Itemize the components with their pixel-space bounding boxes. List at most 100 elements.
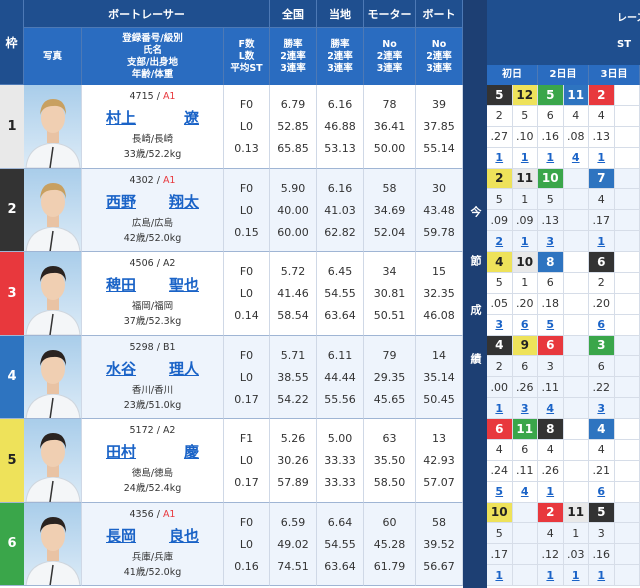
racer-name-first[interactable]: 理人: [168, 359, 199, 378]
stats-local: 6.45 54.55 63.64: [317, 252, 364, 336]
racer-profile: 4506 / A2 稗田 聖也 福岡/福岡 37歳/52.3kg: [82, 252, 224, 336]
stat-value: F0: [239, 181, 254, 195]
branch-hometown: 広島/広島: [131, 217, 174, 229]
result-rank-link[interactable]: 1: [546, 151, 555, 165]
racer-name-link[interactable]: 田村 慶: [106, 441, 199, 462]
racer-name-last[interactable]: 村上: [106, 109, 137, 127]
registration-class: 4715 / A1: [129, 91, 176, 102]
stat-value: 55.14: [423, 142, 455, 155]
stat-value: F0: [239, 515, 254, 529]
result-rank-link[interactable]: 1: [520, 234, 529, 248]
stat-value: 29.35: [373, 370, 406, 384]
empty-result-cell: [563, 314, 589, 336]
racer-photo[interactable]: [24, 419, 82, 503]
racer-name-first[interactable]: 翔太: [168, 192, 199, 211]
result-rank-link[interactable]: 1: [571, 568, 580, 582]
stat-value: 0.15: [234, 225, 259, 239]
racer-name-first[interactable]: 聖也: [168, 276, 199, 294]
registration-number: 4715: [129, 91, 154, 102]
racer-photo[interactable]: [24, 502, 82, 586]
stat-value: 50.45: [423, 392, 455, 406]
empty-result-cell: [614, 523, 640, 545]
stat-value: F0: [239, 98, 254, 111]
waku-number: 1: [0, 85, 24, 169]
result-rank-link[interactable]: 5: [546, 318, 555, 332]
result-rank-link[interactable]: 1: [546, 568, 555, 582]
result-race: 4: [589, 419, 615, 440]
racer-name-link[interactable]: 村上 遼: [106, 107, 199, 128]
racer-photo[interactable]: [24, 85, 82, 169]
racer-name-last[interactable]: 長岡: [106, 526, 137, 545]
result-rank-link[interactable]: 1: [546, 485, 555, 499]
stats-motor: 78 36.41 50.00: [364, 85, 416, 169]
racer-name-last[interactable]: 稗田: [106, 276, 137, 294]
result-rank-link[interactable]: 3: [597, 401, 606, 415]
result-rank-link[interactable]: 1: [495, 568, 504, 582]
empty-result-cell: [563, 481, 589, 503]
racer-name-last[interactable]: 西野: [106, 192, 137, 211]
racer-photo[interactable]: [24, 168, 82, 252]
racer-profile: 5298 / B1 水谷 理人 香川/香川 23歳/51.0kg: [82, 335, 224, 419]
empty-result-cell: [563, 377, 589, 399]
racer-photo[interactable]: [24, 252, 82, 336]
day-header: 2日目: [538, 65, 589, 85]
stat-value: 58.54: [277, 309, 309, 322]
registration-number: 5298: [129, 341, 154, 353]
result-rank-link[interactable]: 6: [597, 318, 606, 332]
racer-name-link[interactable]: 稗田 聖也: [106, 274, 199, 295]
waku-number: 5: [0, 419, 24, 503]
result-rank-link[interactable]: 1: [495, 401, 504, 415]
racer-class: B1: [162, 341, 176, 353]
stat-value: 49.02: [277, 537, 309, 551]
stat-value: 45.28: [373, 537, 406, 551]
stats-fl: F0 L0 0.15: [224, 168, 270, 252]
boat-sub-header: No 2連率 3連率: [416, 28, 463, 85]
result-st: .27: [487, 126, 513, 148]
result-rank-link[interactable]: 4: [520, 485, 529, 499]
stat-value: 41.03: [324, 203, 356, 217]
stats-national: 5.90 40.00 60.00: [270, 168, 317, 252]
result-rank-link[interactable]: 1: [520, 151, 529, 165]
racer-name-first[interactable]: 遼: [183, 109, 199, 127]
stats-national: 6.59 49.02 74.51: [270, 502, 317, 586]
result-rank-link[interactable]: 1: [597, 568, 606, 582]
racer-name-link[interactable]: 水谷 理人: [106, 358, 199, 379]
result-rank-link[interactable]: 6: [520, 318, 529, 332]
stat-value: F0: [239, 348, 254, 362]
stat-value: 79: [382, 348, 397, 362]
stat-value: 6.59: [280, 515, 306, 529]
racer-photo[interactable]: [24, 335, 82, 419]
racer-name-link[interactable]: 長岡 良也: [106, 525, 199, 546]
stats-national: 5.71 38.55 54.22: [270, 335, 317, 419]
result-rank-link[interactable]: 1: [597, 151, 606, 165]
branch-hometown: 兵庫/兵庫: [131, 551, 174, 563]
result-rank-cell: 3: [589, 398, 615, 419]
result-race: 5: [589, 502, 615, 524]
empty-result-cell: [563, 439, 589, 461]
result-rank-link[interactable]: 4: [571, 151, 580, 165]
result-st: .12: [538, 544, 564, 566]
result-course: 5: [512, 105, 538, 127]
stats-motor: 60 45.28 61.79: [364, 502, 416, 586]
result-rank-cell: 3: [487, 314, 513, 336]
racer-name-first[interactable]: 良也: [168, 526, 199, 545]
racer-profile: 4715 / A1 村上 遼長崎/長崎 33歳/52.2kg: [82, 85, 224, 169]
result-rank-link[interactable]: 3: [495, 318, 504, 332]
result-rank-link[interactable]: 1: [597, 234, 606, 248]
result-race: 6: [487, 419, 513, 440]
result-rank-link[interactable]: 3: [520, 401, 529, 415]
result-rank-link[interactable]: 3: [546, 234, 555, 248]
result-rank-link[interactable]: 5: [495, 485, 504, 499]
result-rank-cell: 1: [512, 147, 538, 169]
racer-name-link[interactable]: 西野 翔太: [106, 191, 199, 212]
result-rank-cell: 1: [563, 565, 589, 586]
result-rank-link[interactable]: 6: [597, 485, 606, 499]
stat-value: 54.22: [277, 392, 309, 406]
result-rank-link[interactable]: 2: [495, 234, 504, 248]
empty-result-cell: [614, 293, 640, 315]
racer-name-last[interactable]: 田村: [106, 443, 137, 461]
racer-name-first[interactable]: 慶: [183, 443, 199, 461]
result-rank-link[interactable]: 4: [546, 401, 555, 415]
result-rank-link[interactable]: 1: [495, 151, 504, 165]
racer-name-last[interactable]: 水谷: [106, 359, 137, 378]
